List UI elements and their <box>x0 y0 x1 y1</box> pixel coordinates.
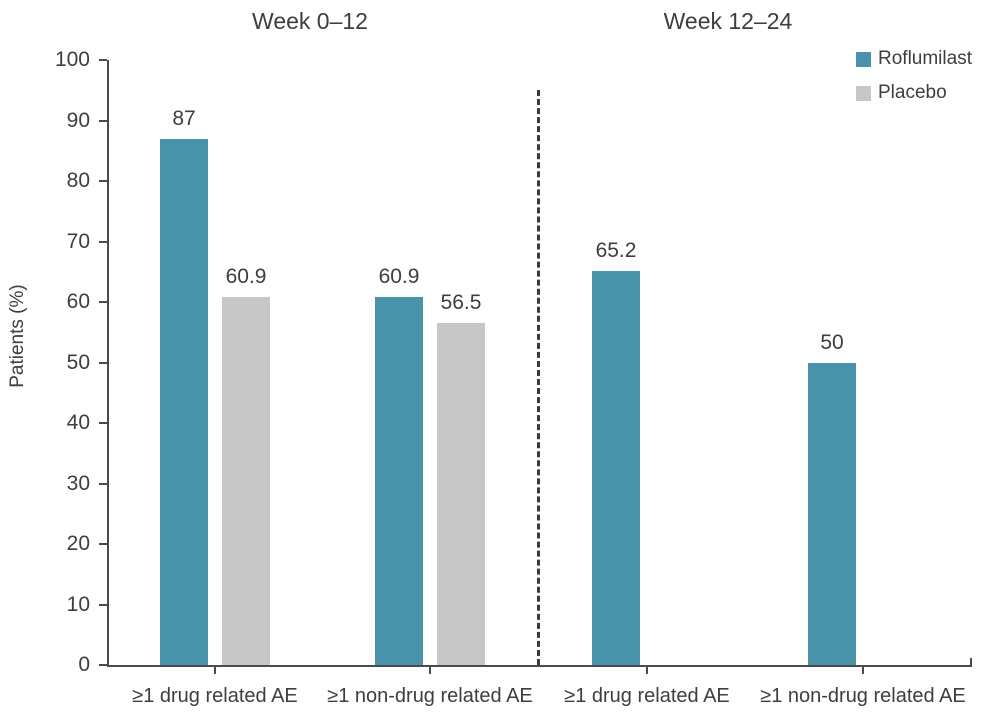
y-tick-label: 30 <box>66 471 90 495</box>
category-label: ≥1 non-drug related AE <box>327 685 533 707</box>
legend-item-placebo: Placebo <box>856 83 972 103</box>
panel-separator-dashed-line <box>537 90 540 665</box>
y-axis-tick <box>99 482 107 485</box>
x-axis-line <box>107 665 972 667</box>
y-tick-label: 50 <box>66 350 90 374</box>
legend-item-roflumilast: Roflumilast <box>856 49 972 69</box>
y-axis-tick <box>99 301 107 303</box>
y-axis-tick <box>99 59 107 61</box>
y-tick-label: 70 <box>66 229 90 253</box>
y-tick-label: 40 <box>66 411 90 434</box>
panel-title-week-0-12: Week 0–12 <box>252 8 368 34</box>
category-label: ≥1 drug related AE <box>132 685 298 707</box>
y-tick-label: 0 <box>78 653 90 676</box>
x-axis-tick <box>214 667 216 674</box>
bar-value-label: 60.9 <box>378 264 420 288</box>
y-tick-label: 80 <box>66 169 90 192</box>
y-axis-tick <box>99 180 107 182</box>
y-tick-label: 60 <box>66 290 90 313</box>
y-tick-label: 10 <box>66 592 90 616</box>
bar-placebo <box>437 323 485 665</box>
roflumilast-swatch-icon <box>856 51 871 67</box>
bar-roflumilast <box>160 138 208 665</box>
bar-value-label: 50 <box>820 330 844 354</box>
y-axis-tick <box>99 361 107 364</box>
bar-roflumilast <box>592 270 640 665</box>
x-axis-tick <box>862 667 864 674</box>
x-axis-tick <box>429 667 431 674</box>
bar-roflumilast <box>375 296 423 665</box>
x-axis-tick <box>646 667 648 674</box>
bar-roflumilast <box>808 362 856 665</box>
y-axis-tick <box>99 664 107 666</box>
y-axis-tick <box>99 543 107 545</box>
y-axis-tick <box>99 240 107 243</box>
y-axis-tick <box>99 603 107 606</box>
bar-value-label: 87 <box>172 106 196 130</box>
bar-value-label: 60.9 <box>225 264 267 288</box>
y-axis-tick <box>99 422 107 424</box>
category-label: ≥1 non-drug related AE <box>760 685 966 707</box>
category-label: ≥1 drug related AE <box>564 685 730 707</box>
legend: Roflumilast Placebo <box>856 49 972 117</box>
bar-value-label: 56.5 <box>440 291 482 315</box>
y-tick-label: 100 <box>54 48 90 71</box>
legend-label: Placebo <box>878 82 947 103</box>
x-axis-end-tick <box>970 658 972 665</box>
panel-title-week-12-24: Week 12–24 <box>663 8 793 34</box>
legend-label: Roflumilast <box>878 48 972 69</box>
y-axis-tick <box>99 119 107 122</box>
y-tick-label: 90 <box>66 108 90 132</box>
y-tick-label: 20 <box>66 532 90 555</box>
y-axis-line <box>107 60 109 667</box>
bar-value-label: 65.2 <box>595 238 637 262</box>
placebo-swatch-icon <box>856 85 871 101</box>
bar-placebo <box>222 296 270 665</box>
